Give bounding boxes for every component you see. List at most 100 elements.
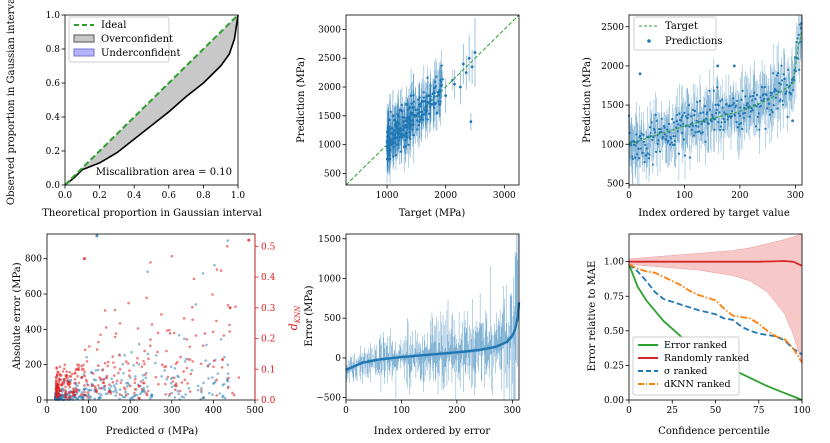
abs-error-point	[61, 387, 64, 390]
highlighted-point	[82, 257, 86, 261]
dknn-point	[142, 381, 146, 385]
dknn-point	[164, 382, 167, 386]
dknn-point	[136, 327, 140, 330]
abs-error-point	[219, 337, 223, 341]
target-line	[628, 30, 803, 145]
dknn-point	[95, 348, 99, 351]
dknn-point	[83, 384, 86, 387]
parity-point	[426, 94, 430, 98]
right-y-tick-label: 0.2	[261, 335, 275, 345]
legend-predictions-label: Predictions	[665, 36, 722, 47]
parity-point	[402, 120, 405, 124]
ordered-prediction-legend-box	[633, 16, 717, 51]
dknn-point	[73, 378, 77, 381]
dknn-point	[96, 364, 100, 367]
dknn-point	[118, 321, 122, 325]
dknn-point	[123, 387, 127, 391]
abs-error-point	[154, 361, 157, 365]
abs-error-point	[149, 394, 153, 398]
y-tick-label: 500	[324, 169, 341, 179]
abs-error-point	[110, 377, 113, 380]
dknn-point	[133, 377, 137, 381]
abs-error-point	[80, 391, 84, 394]
axes-frame	[628, 14, 803, 186]
x-tick-label: 0.2	[92, 191, 106, 201]
abs-error-point	[221, 395, 224, 399]
abs-error-point	[146, 352, 150, 356]
dknn-point	[150, 323, 154, 326]
dknn-point	[180, 381, 184, 384]
y-tick-label: 1500	[601, 101, 624, 111]
ordered-prediction-point	[797, 57, 800, 60]
ordered-prediction-point	[798, 68, 801, 71]
confidence-series-dknn-ranked	[628, 263, 803, 364]
parity-point	[432, 106, 436, 110]
ordered-prediction-point	[677, 123, 680, 126]
dknn-point	[183, 378, 187, 382]
axes-frame	[345, 233, 520, 401]
ordered-prediction-point	[776, 107, 779, 110]
dknn-point	[126, 362, 130, 365]
dknn-subscript: KNN	[294, 305, 302, 324]
dknn-point	[186, 382, 189, 385]
dknn-point	[127, 301, 130, 305]
abs-error-point	[96, 368, 100, 372]
highlighted-point	[95, 234, 99, 238]
abs-error-point	[170, 391, 174, 395]
abs-error-point	[226, 239, 230, 242]
dknn-point	[178, 389, 182, 393]
dknn-point	[113, 366, 116, 369]
dknn-point	[64, 385, 67, 389]
ordered-prediction-point	[785, 83, 789, 87]
x-tick-label: 300	[504, 406, 521, 416]
parity-point	[397, 128, 401, 132]
x-tick-label: 100	[676, 191, 693, 201]
ordered-prediction-point	[720, 121, 723, 124]
ordered-prediction-point	[718, 128, 722, 132]
dknn-point	[221, 358, 225, 362]
ordered-prediction-point	[651, 138, 654, 141]
dknn-point	[168, 328, 171, 332]
y-tick-label: 3000	[318, 25, 341, 35]
legend-error-ranked-label: Error ranked	[664, 340, 727, 351]
dknn-point	[106, 360, 110, 364]
error-vs-sigma-panel: 0 100 200 300 400 500 0 200 400 600 800 0.0 0.1 0.2 0.…	[12, 233, 302, 437]
abs-error-point	[178, 398, 181, 401]
x-tick-label: 200	[448, 406, 465, 416]
right-y-tick-label: 0.3	[261, 304, 276, 314]
abs-error-point	[176, 389, 180, 393]
ordered-prediction-point	[754, 97, 757, 101]
dknn-point	[69, 375, 73, 378]
dknn-point	[143, 349, 146, 353]
x-tick-label: 0.4	[127, 191, 142, 201]
dknn-point	[227, 376, 230, 380]
ordered-prediction-point	[703, 104, 707, 108]
parity-point	[451, 79, 454, 82]
dknn-point	[68, 380, 72, 384]
y-tick-label: 0.75	[604, 292, 624, 302]
dknn-point	[58, 378, 61, 382]
calibration-ylabel: Observed proportion in Gaussian interval	[6, 0, 17, 205]
dknn-point	[128, 384, 132, 388]
abs-error-point	[85, 355, 88, 359]
dknn-point	[140, 365, 144, 368]
ideal-calibration-line	[64, 14, 239, 186]
dknn-point	[65, 370, 68, 373]
parity-point	[440, 64, 443, 67]
abs-error-point	[170, 385, 174, 389]
dknn-point	[174, 382, 178, 385]
dknn-point	[84, 378, 88, 382]
dknn-point	[127, 374, 131, 377]
confidence-series-sigma-ranked	[628, 263, 803, 356]
abs-error-point	[58, 398, 61, 401]
dknn-point	[55, 388, 58, 391]
x-tick-label: 50	[710, 406, 722, 416]
ordered-prediction-point	[764, 127, 767, 130]
dknn-point	[97, 384, 100, 387]
abs-error-point	[97, 397, 100, 401]
dknn-point	[67, 383, 71, 387]
dknn-point	[64, 374, 68, 377]
parity-point	[390, 131, 394, 135]
y-tick-label: 0.50	[604, 327, 624, 337]
parity-plot-area: 1000 2000 3000 500 1000 1500 2000 2500 3000	[318, 14, 520, 201]
